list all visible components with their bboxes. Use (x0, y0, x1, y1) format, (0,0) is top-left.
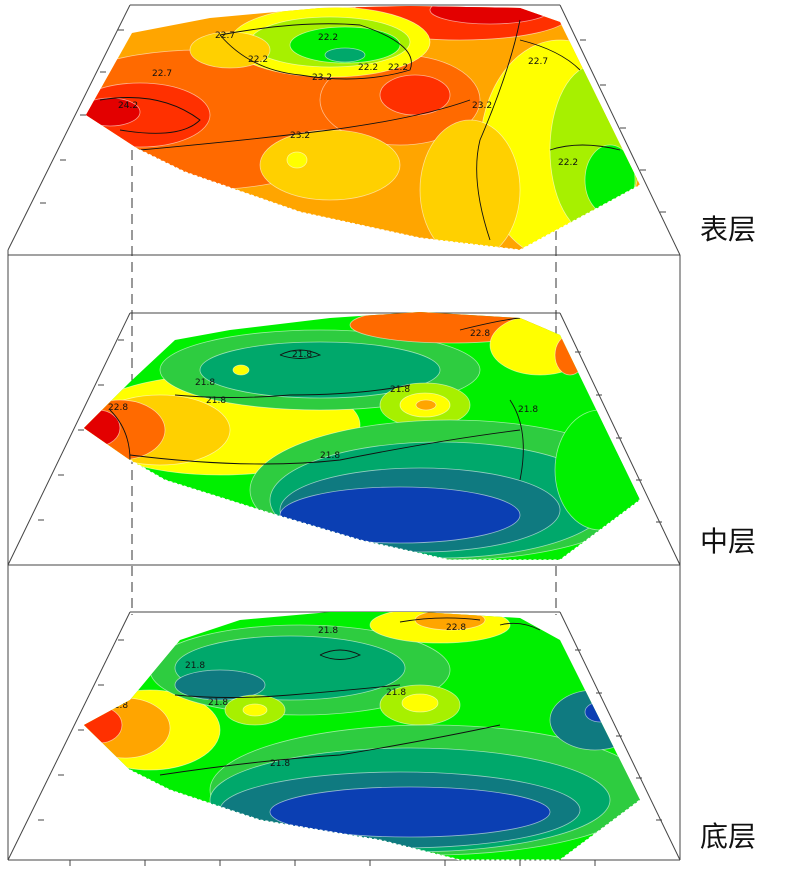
contour-label: 22.8 (446, 623, 466, 633)
frame-top-layer-left (7, 4, 131, 251)
contour-label: 22.2 (318, 33, 338, 43)
middle-amber-hill (415, 399, 437, 411)
layer-label-middle: 中层 (700, 525, 757, 558)
contour-label: 21.8 (386, 688, 406, 698)
contour-label: 21.8 (390, 385, 410, 395)
surface-yellow-south (419, 119, 521, 250)
surface-contour-labels: 22.7 22.2 22.2 22.2 22.2 23.2 23.2 23.2 … (118, 31, 578, 168)
frame-bot-left (7, 611, 131, 861)
contour-label: 21.8 (318, 626, 338, 636)
contour-label: 22.8 (108, 403, 128, 413)
surface-isolines (99, 19, 621, 241)
middle-deepgreen-north (199, 341, 441, 399)
contour-label: 22.2 (248, 55, 268, 65)
surface-hot-core-north (429, 6, 551, 25)
surface-yellow-spot (286, 151, 308, 169)
bottom-blue-east (584, 701, 616, 723)
contour-label: 22.8 (108, 701, 128, 711)
contour-label: 22.2 (558, 158, 578, 168)
contour-label: 21.8 (185, 661, 205, 671)
contour-label: 22.7 (152, 69, 172, 79)
bottom-edge (129, 769, 641, 861)
layer-label-bottom: 底层 (700, 820, 757, 853)
bottom-isolines (159, 617, 541, 776)
contour-label: 22.7 (215, 31, 235, 41)
layer-middle: 21.8 21.8 21.8 21.8 21.8 21.8 22.8 22.8 (84, 312, 640, 560)
surface-green-east (584, 144, 636, 216)
tick-marks (38, 29, 666, 866)
contour-label: 21.8 (270, 759, 290, 769)
middle-green-east (554, 409, 640, 531)
contour-label: 22.2 (358, 63, 378, 73)
surface-hot-core-west (86, 97, 141, 127)
layer-bottom: 21.8 21.8 21.8 21.8 21.8 22.8 22.8 (84, 612, 640, 860)
surface-deepgreen-north (324, 47, 366, 63)
contour-label: 23.2 (312, 73, 332, 83)
layer-label-surface: 表层 (700, 213, 757, 246)
frame-top-layer-right (559, 4, 681, 256)
layer-outlines (129, 149, 641, 861)
contour-label: 21.8 (195, 378, 215, 388)
contour-label: 23.2 (290, 131, 310, 141)
bottom-yellow-hill (401, 693, 439, 713)
contour-label: 21.8 (208, 698, 228, 708)
bottom-blue-south (269, 786, 551, 838)
contour-label: 22.7 (528, 57, 548, 67)
surface-yellow-nw (189, 31, 271, 69)
surface-edge (139, 149, 641, 251)
frame-mid-left (7, 312, 131, 566)
bottom-yellow-hill-west (242, 703, 268, 717)
contour-label: 21.8 (320, 451, 340, 461)
contour-label: 23.2 (472, 101, 492, 111)
middle-yellow-spot (232, 364, 250, 376)
frame-mid-right (559, 312, 681, 566)
contour-label: 21.8 (518, 405, 538, 415)
middle-edge (129, 459, 641, 561)
surface-amber-mid (259, 129, 401, 201)
contour-label: 21.8 (292, 350, 312, 360)
contour-label: 24.2 (118, 101, 138, 111)
contour-label: 22.2 (388, 63, 408, 73)
bottom-red-west (84, 706, 123, 744)
middle-contour-labels: 21.8 21.8 21.8 21.8 21.8 21.8 22.8 22.8 (108, 329, 538, 461)
contour-label: 21.8 (206, 396, 226, 406)
contour-label: 22.8 (470, 329, 490, 339)
middle-blue-south (279, 486, 521, 544)
bottom-teal-north (174, 669, 266, 701)
middle-red-west (84, 409, 121, 447)
surface-green-north (289, 26, 401, 64)
middle-isolines (109, 317, 524, 481)
